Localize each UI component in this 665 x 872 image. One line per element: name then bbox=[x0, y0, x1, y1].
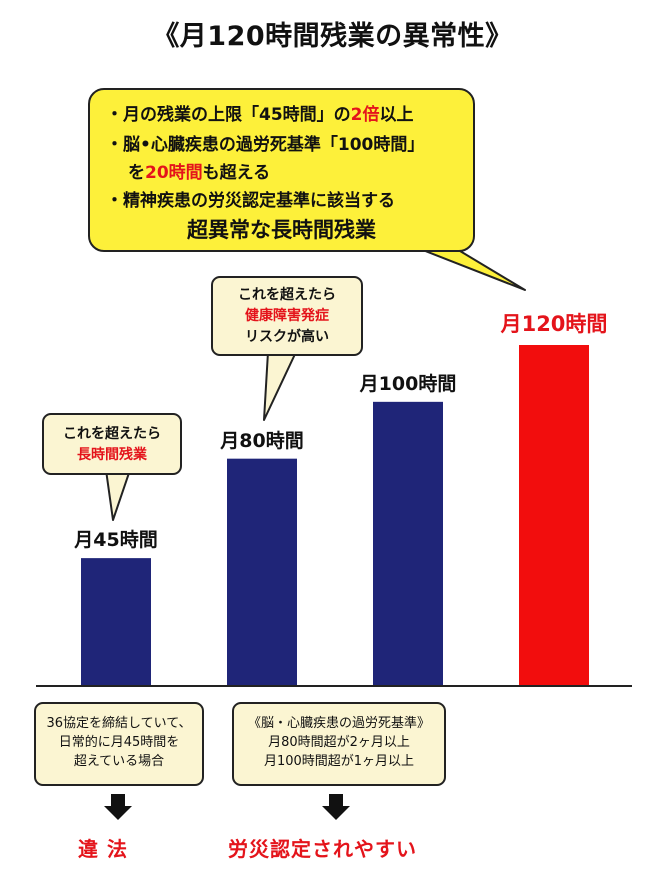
bubble-text: これを超えたら bbox=[238, 287, 336, 303]
callout-line-1: ・月の残業の上限「45時間」の2倍以上 bbox=[106, 105, 414, 125]
bar-3 bbox=[519, 345, 589, 686]
callout-line-3: を20時間も超える bbox=[128, 163, 271, 183]
bubble-text: リスクが高い bbox=[245, 329, 329, 345]
note-text: 月100時間超が1ヶ月以上 bbox=[263, 754, 415, 769]
note-text: 超えている場合 bbox=[73, 754, 165, 769]
bar-0 bbox=[81, 558, 151, 686]
bubble-text: これを超えたら bbox=[63, 426, 161, 442]
bubble-tail-1 bbox=[105, 469, 131, 521]
bubble-long-overtime: これを超えたら 長時間残業 bbox=[42, 413, 182, 475]
note-illegal-condition: 36協定を締結していて、 日常的に月45時間を 超えている場合 bbox=[34, 702, 204, 786]
bar-label-2: 月100時間 bbox=[359, 372, 457, 395]
bar-label-3: 月120時間 bbox=[500, 312, 608, 336]
bubble-tail-2 bbox=[263, 351, 297, 421]
callout-conclusion: 超異常な長時間残業 bbox=[187, 218, 376, 242]
bubble-text-highlight: 健康障害発症 bbox=[245, 308, 329, 324]
note-text: 《脳・心臓疾患の過労死基準》 bbox=[247, 716, 430, 731]
arrow-down-icon bbox=[322, 794, 350, 820]
bubble-health-risk: これを超えたら 健康障害発症 リスクが高い bbox=[211, 276, 363, 356]
chart-title: 《月120時間残業の異常性》 bbox=[152, 21, 513, 52]
note-text: 日常的に月45時間を bbox=[58, 735, 180, 750]
callout-line-4: ・精神疾患の労災認定基準に該当する bbox=[106, 191, 395, 211]
result-workers-comp: 労災認定されやすい bbox=[228, 837, 417, 861]
bar-label-1: 月80時間 bbox=[220, 429, 304, 452]
bar-label-0: 月45時間 bbox=[74, 529, 158, 552]
note-text: 月80時間超が2ヶ月以上 bbox=[268, 735, 410, 750]
note-karoshi-criteria: 《脳・心臓疾患の過労死基準》 月80時間超が2ヶ月以上 月100時間超が1ヶ月以… bbox=[232, 702, 446, 786]
bar-1 bbox=[227, 458, 297, 686]
callout-line-2: ・脳•心臓疾患の過労死基準「100時間」 bbox=[106, 135, 425, 155]
arrow-down-icon bbox=[104, 794, 132, 820]
bubble-text-highlight: 長時間残業 bbox=[77, 447, 147, 463]
note-text: 36協定を締結していて、 bbox=[46, 716, 192, 731]
bar-2 bbox=[373, 401, 443, 686]
result-illegal: 違 法 bbox=[78, 837, 128, 861]
big-callout: ・月の残業の上限「45時間」の2倍以上 ・脳•心臓疾患の過労死基準「100時間」… bbox=[88, 88, 475, 252]
